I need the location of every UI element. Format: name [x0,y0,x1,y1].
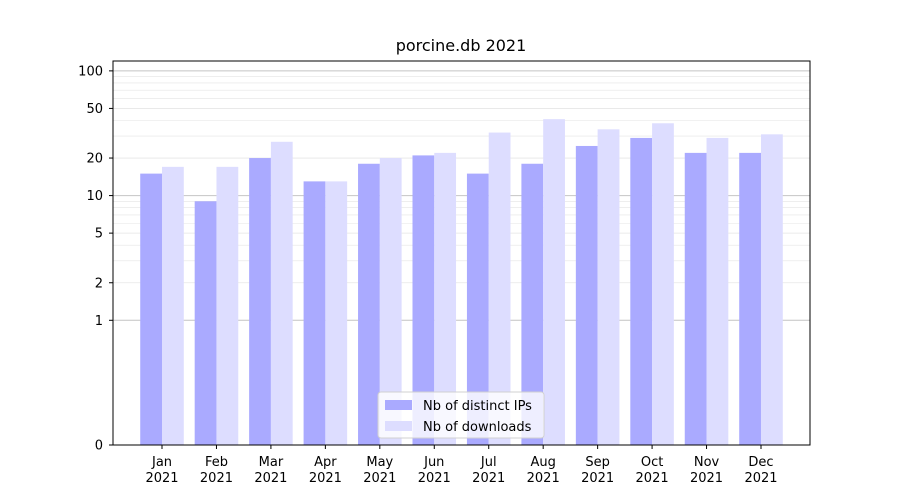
y-axis: 0 1 2 5 10 20 50 100 [78,64,113,454]
bar-distinct-ips [521,163,544,445]
x-tick-label: Apr 2021 [309,455,342,486]
x-tick-label: Nov 2021 [690,455,723,486]
x-tick-label: Jul 2021 [472,455,505,486]
x-tick-label: Aug 2021 [527,455,560,486]
bar-distinct-ips [575,145,598,446]
bar-distinct-ips [249,158,271,445]
chart-title: porcine.db 2021 [396,36,527,55]
bar-distinct-ips [630,137,653,446]
y-tick-label: 100 [78,64,103,79]
x-tick-label: Oct 2021 [636,455,669,486]
bar-downloads [706,137,729,446]
bar-downloads [216,166,239,445]
bar-downloads [597,129,620,446]
bar-downloads [543,119,565,446]
bar-distinct-ips [684,152,707,445]
bar-downloads [270,141,293,445]
x-tick-label: Jan 2021 [145,455,178,486]
bar-distinct-ips [739,152,761,445]
bar-downloads [379,158,402,445]
bar-downloads [162,166,184,445]
y-tick-label: 2 [95,276,103,291]
y-tick-label: 0 [95,439,103,454]
x-axis: Jan 2021 Feb 2021 Mar 2021 Apr 2021 May 2021 Jun 20… [145,445,778,486]
y-tick-label: 50 [86,102,103,117]
x-tick-label: Dec 2021 [744,455,777,486]
bar-distinct-ips [140,173,163,445]
legend-box [377,391,545,439]
y-tick-label: 20 [86,152,103,167]
x-tick-label: Mar 2021 [254,455,287,486]
y-tick-label: 10 [86,189,103,204]
bar-downloads [760,134,783,445]
bar-downloads [434,152,457,445]
bar-distinct-ips [303,181,326,445]
legend-label: Nb of distinct IPs [423,399,532,414]
bar-downloads [325,181,348,445]
legend-label: Nb of downloads [423,420,532,435]
legend: Nb of distinct IPs Nb of downloads [377,391,545,439]
bar-distinct-ips [412,155,435,445]
bar-distinct-ips [466,173,489,445]
y-tick-label: 1 [95,314,103,329]
legend-swatch [385,421,412,431]
bar-distinct-ips [358,163,380,445]
legend-swatch [385,400,412,410]
x-tick-label: May 2021 [363,455,396,486]
bars [140,119,783,446]
bar-distinct-ips [194,201,217,445]
y-tick-label: 5 [95,227,103,242]
x-tick-label: Jun 2021 [418,455,451,486]
bar-downloads [652,123,674,446]
x-tick-label: Sep 2021 [581,455,614,486]
plot-frame [112,60,811,446]
bar-downloads [488,132,511,446]
x-tick-label: Feb 2021 [200,455,233,486]
